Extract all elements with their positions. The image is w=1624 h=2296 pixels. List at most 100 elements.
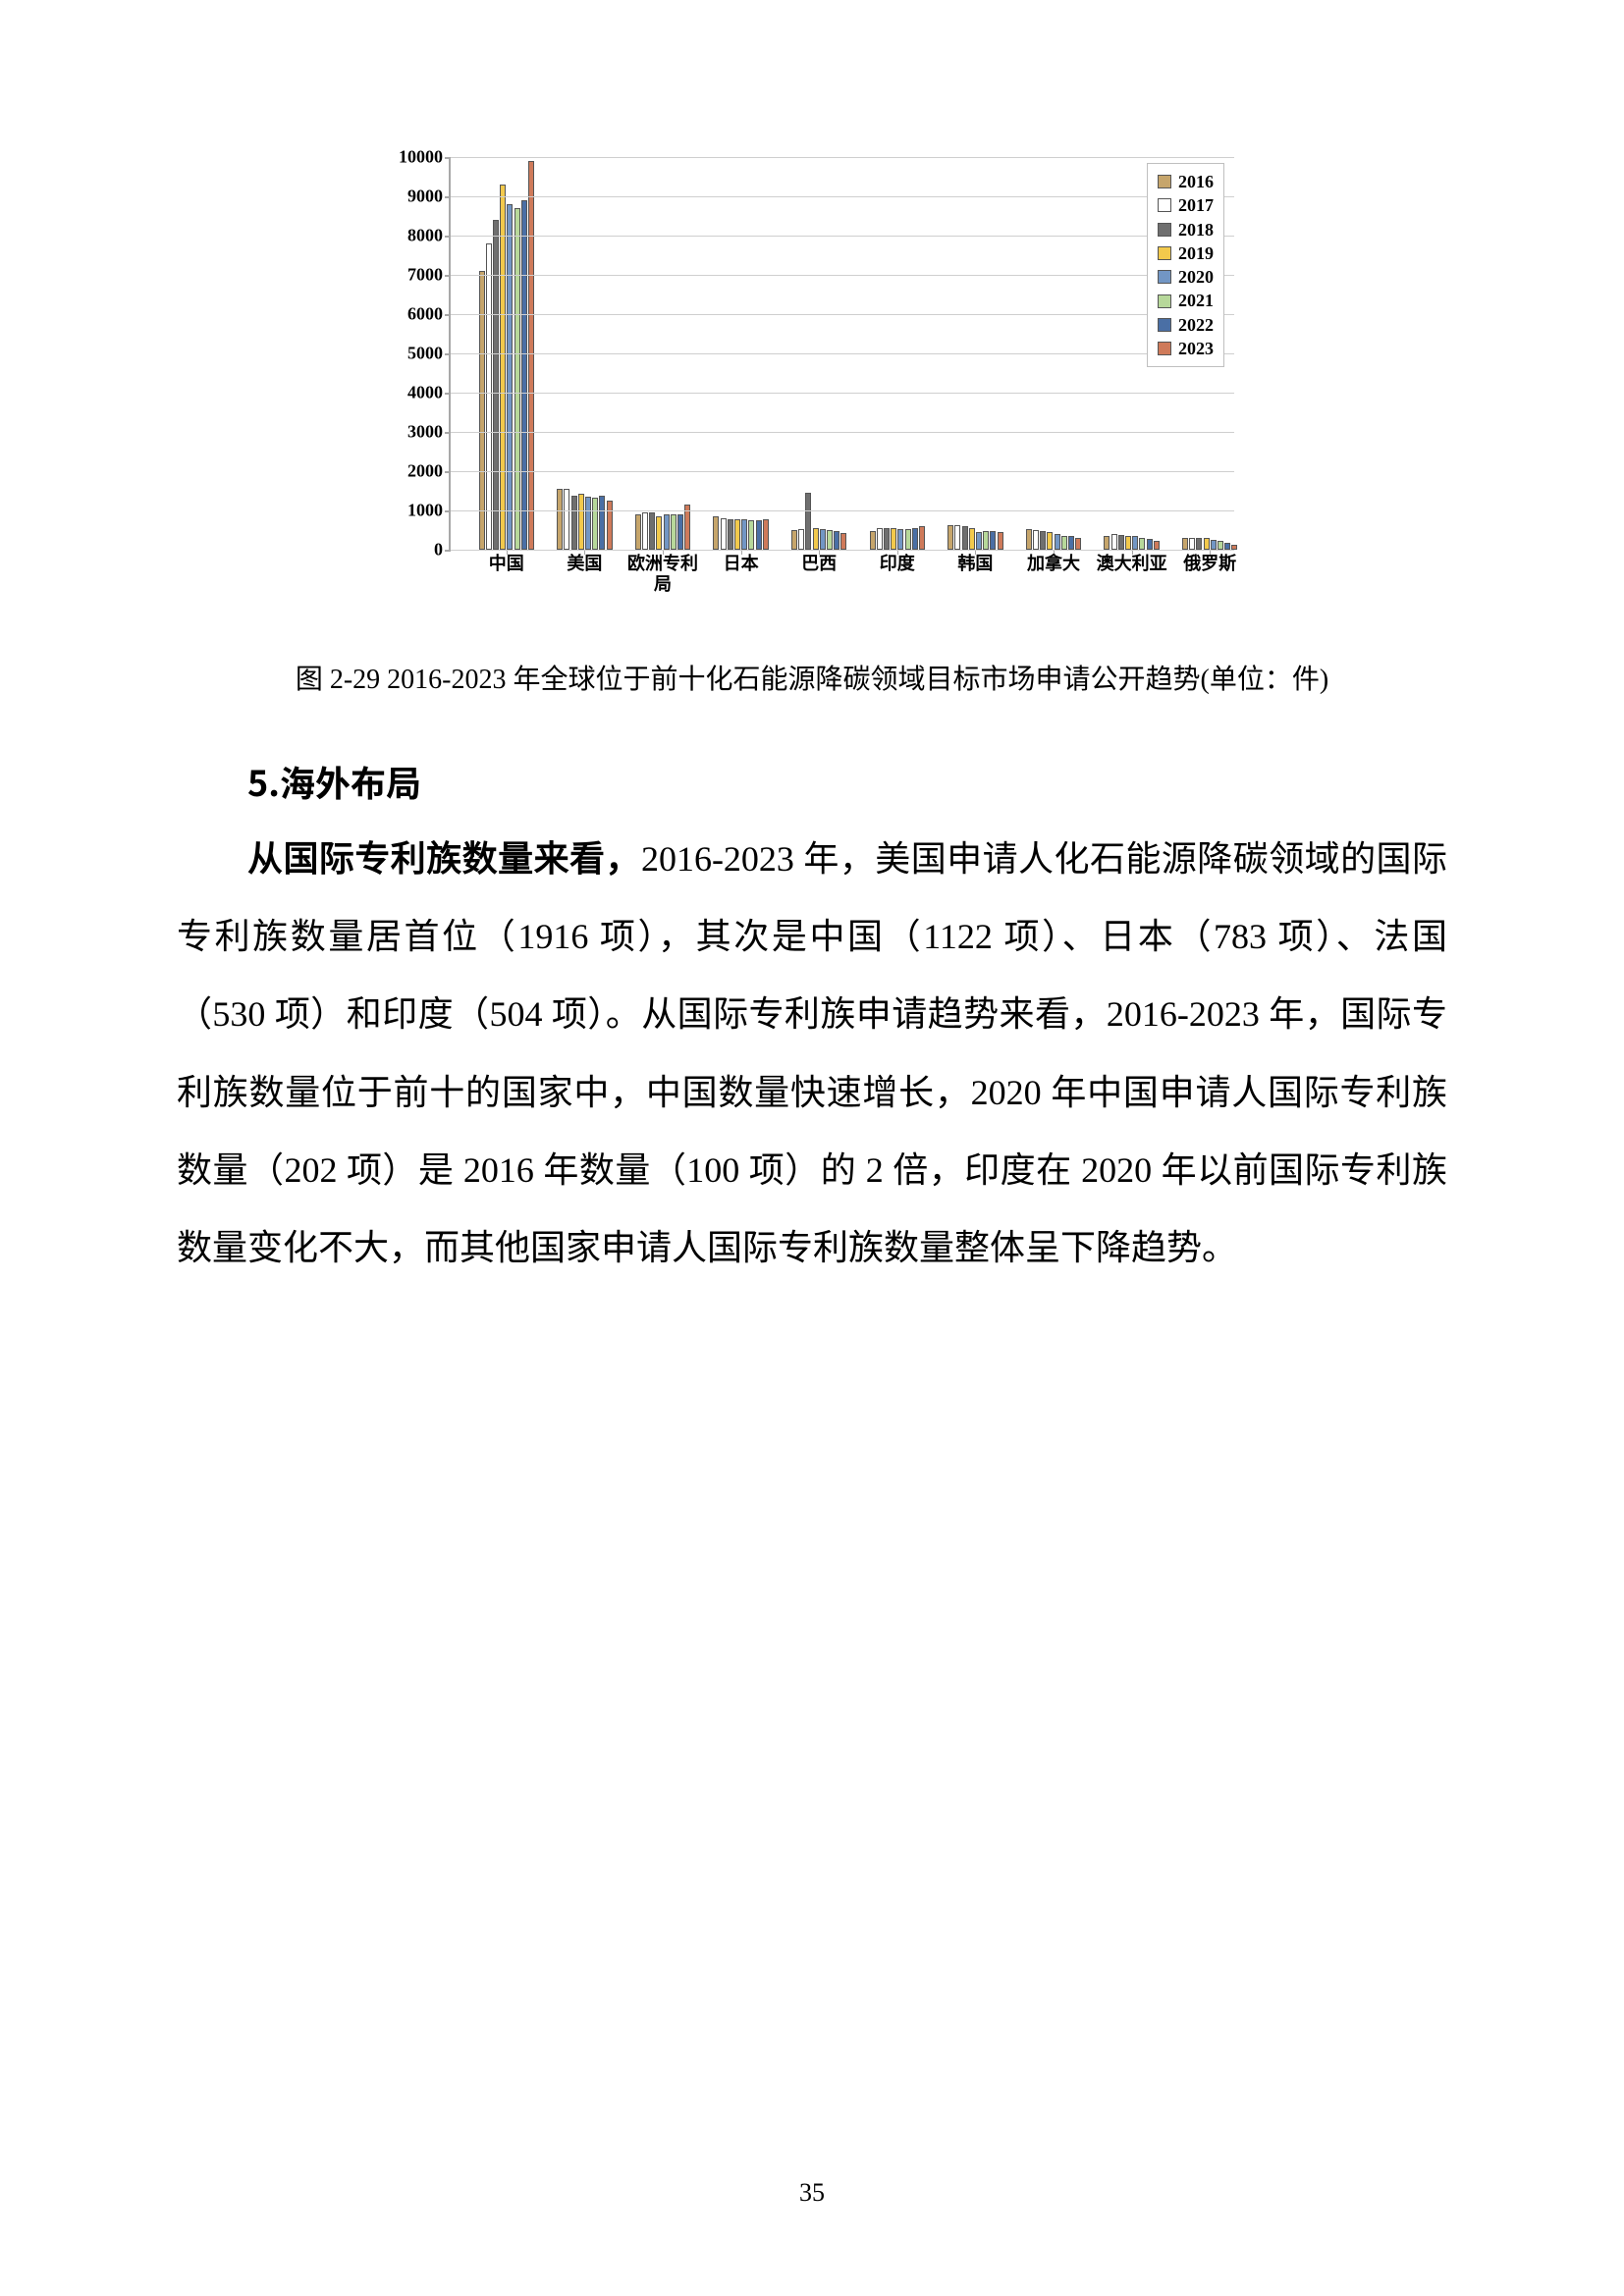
legend-label: 2017 bbox=[1178, 193, 1214, 217]
y-axis-label: 6000 bbox=[384, 304, 443, 325]
bar bbox=[1182, 538, 1188, 550]
section-heading: 5.海外布局 bbox=[177, 756, 1447, 807]
bar bbox=[479, 271, 485, 550]
legend-label: 2018 bbox=[1178, 218, 1214, 241]
figure-caption: 图 2-29 2016-2023 年全球位于前十化石能源降碳领域目标市场申请公开… bbox=[177, 658, 1447, 697]
bar bbox=[713, 516, 719, 550]
legend-item: 2018 bbox=[1158, 218, 1214, 241]
bar bbox=[564, 489, 569, 550]
bar bbox=[805, 493, 811, 550]
grid-line bbox=[451, 353, 1234, 354]
bar bbox=[1111, 534, 1117, 550]
bar-group bbox=[1104, 534, 1161, 550]
paragraph-lead: 从国际专利族数量来看， bbox=[247, 839, 641, 879]
legend-swatch bbox=[1158, 318, 1171, 332]
bar bbox=[607, 501, 613, 550]
y-axis-label: 2000 bbox=[384, 461, 443, 482]
bar bbox=[1033, 530, 1039, 550]
bar bbox=[798, 529, 804, 550]
legend-label: 2021 bbox=[1178, 289, 1214, 312]
bar bbox=[728, 519, 733, 550]
legend-item: 2020 bbox=[1158, 265, 1214, 289]
bar bbox=[571, 496, 577, 550]
x-axis-label: 俄罗斯 bbox=[1174, 554, 1245, 574]
bar bbox=[1204, 538, 1210, 550]
grid-line bbox=[451, 432, 1234, 433]
bar bbox=[969, 528, 975, 550]
paragraph-body: 2016-2023 年，美国申请人化石能源降碳领域的国际专利族数量居首位（191… bbox=[177, 839, 1447, 1267]
x-axis-label: 欧洲专利局 bbox=[627, 554, 698, 594]
x-axis-label: 印度 bbox=[874, 554, 921, 574]
y-axis-label: 0 bbox=[384, 540, 443, 561]
y-tick bbox=[445, 510, 451, 512]
bar-group bbox=[947, 525, 1004, 550]
y-tick bbox=[445, 353, 451, 355]
y-tick bbox=[445, 550, 451, 552]
bar bbox=[827, 530, 833, 550]
bar bbox=[834, 531, 839, 550]
bar bbox=[521, 200, 527, 550]
bar-chart: 中国美国欧洲专利局日本巴西印度韩国加拿大澳大利亚俄罗斯 010002000300… bbox=[380, 157, 1244, 618]
legend-item: 2021 bbox=[1158, 289, 1214, 312]
legend-item: 2023 bbox=[1158, 337, 1214, 360]
legend-item: 2016 bbox=[1158, 170, 1214, 193]
page-number: 35 bbox=[0, 2178, 1624, 2208]
legend-item: 2017 bbox=[1158, 193, 1214, 217]
bar bbox=[507, 204, 513, 550]
bar bbox=[1068, 536, 1074, 550]
bar bbox=[1218, 541, 1223, 550]
bar bbox=[486, 243, 492, 550]
bar bbox=[585, 497, 591, 550]
legend-swatch bbox=[1158, 342, 1171, 355]
legend-swatch bbox=[1158, 223, 1171, 237]
y-axis-label: 7000 bbox=[384, 265, 443, 286]
bar bbox=[947, 525, 953, 550]
chart-legend: 20162017201820192020202120222023 bbox=[1147, 163, 1224, 367]
bar bbox=[493, 220, 499, 550]
bar bbox=[919, 526, 925, 550]
y-tick bbox=[445, 236, 451, 238]
bar bbox=[983, 531, 989, 550]
grid-line bbox=[451, 236, 1234, 237]
bar bbox=[954, 525, 960, 550]
bar-group bbox=[478, 161, 535, 550]
x-axis-label: 中国 bbox=[483, 554, 530, 574]
grid-line bbox=[451, 157, 1234, 158]
bar bbox=[1189, 538, 1195, 550]
y-tick bbox=[445, 275, 451, 277]
y-tick bbox=[445, 471, 451, 473]
bar bbox=[756, 520, 762, 550]
body-paragraph: 从国际专利族数量来看，2016-2023 年，美国申请人化石能源降碳领域的国际专… bbox=[177, 821, 1447, 1287]
bar bbox=[791, 530, 797, 550]
bar bbox=[1125, 536, 1131, 550]
bar bbox=[642, 512, 648, 550]
bar bbox=[870, 531, 876, 550]
bar bbox=[649, 512, 655, 550]
bar bbox=[1055, 534, 1060, 550]
y-axis-label: 9000 bbox=[384, 187, 443, 207]
bar bbox=[1104, 536, 1110, 550]
y-tick bbox=[445, 432, 451, 434]
bar bbox=[1132, 536, 1138, 550]
x-axis-label: 澳大利亚 bbox=[1097, 554, 1167, 574]
bar bbox=[656, 516, 662, 550]
bar bbox=[528, 161, 534, 550]
bar bbox=[748, 520, 754, 550]
bar bbox=[1118, 535, 1124, 550]
bar bbox=[664, 514, 670, 550]
bar-group bbox=[713, 516, 770, 550]
grid-line bbox=[451, 275, 1234, 276]
bar bbox=[998, 532, 1003, 550]
y-tick bbox=[445, 157, 451, 159]
bar-group bbox=[869, 526, 926, 550]
legend-label: 2022 bbox=[1178, 313, 1214, 337]
legend-label: 2016 bbox=[1178, 170, 1214, 193]
bar bbox=[912, 528, 918, 550]
x-axis-label: 加拿大 bbox=[1018, 554, 1089, 574]
bar bbox=[962, 526, 968, 550]
bar bbox=[1026, 529, 1032, 550]
x-axis-label: 美国 bbox=[561, 554, 608, 574]
y-tick bbox=[445, 314, 451, 316]
legend-item: 2022 bbox=[1158, 313, 1214, 337]
bar-group bbox=[557, 489, 614, 550]
